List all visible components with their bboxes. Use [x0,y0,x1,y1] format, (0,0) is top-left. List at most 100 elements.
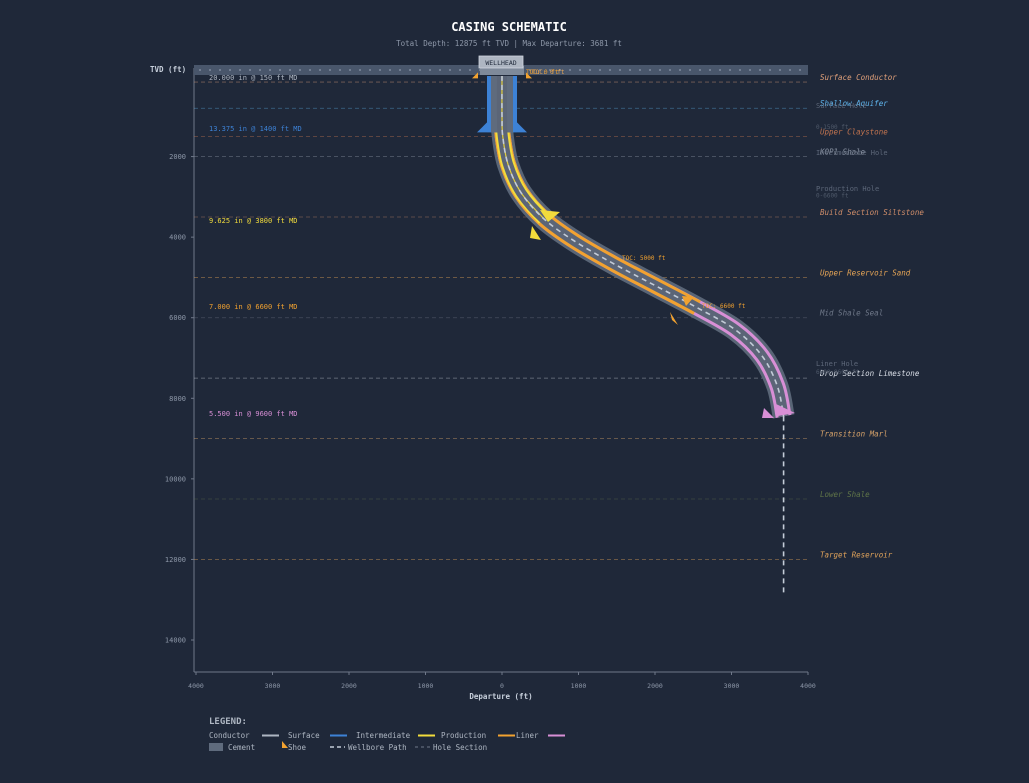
casing-shoe [526,72,532,79]
ground-dot [729,69,731,71]
ground-dot [749,69,751,71]
formation-label: Mid Shale Seal [819,309,883,318]
x-tick-label: 2000 [647,682,663,690]
x-tick-label: 1000 [418,682,434,690]
casing-depth-label: 5.500 in @ 9600 ft MD [209,410,298,418]
x-tick-label: 4000 [800,682,816,690]
toc-label: TOC: 0 ft [526,69,559,76]
ground-dot [269,69,271,71]
hole-section-range: 0-6600 ft [816,193,849,200]
ground-dot [439,69,441,71]
wellhead-label: WELLHEAD [485,59,516,67]
legend-swatch-shoe [282,741,288,748]
ground-dot [299,69,301,71]
ground-dot [669,69,671,71]
ground-dot [679,69,681,71]
ground-dot [229,69,231,71]
legend-item-label: Liner [516,731,539,740]
ground-dot [569,69,571,71]
ground-dot [259,69,261,71]
ground-dot [529,69,531,71]
ground-dot [769,69,771,71]
casing-depth-label: 9.625 in @ 3800 ft MD [209,217,298,225]
casing-shoe [472,72,478,79]
ground-dot [449,69,451,71]
ground-dot [659,69,661,71]
ground-dot [459,69,461,71]
ground-dot [709,69,711,71]
liner-casing [493,75,792,419]
ground-dot [309,69,311,71]
y-axis-label: TVD (ft) [150,65,186,74]
ground-dot [379,69,381,71]
casing-shoe [540,210,560,222]
casing-shoe [682,296,694,306]
formation-label: Surface Conductor [820,73,897,82]
x-tick-label: 0 [500,682,504,690]
x-tick-label: 2000 [341,682,357,690]
formation-label: Target Reservoir [820,550,893,559]
ground-dot [699,69,701,71]
y-tick-label: 2000 [169,153,186,161]
ground-dot [719,69,721,71]
ground-dot [799,69,801,71]
casing-depth-label: 20.000 in @ 150 ft MD [209,74,298,82]
ground-dot [429,69,431,71]
casing-shoe [530,226,541,240]
ground-dot [369,69,371,71]
ground-dot [399,69,401,71]
x-tick-label: 1000 [571,682,587,690]
ground-dot [239,69,241,71]
ground-dot [339,69,341,71]
casing-depth-label: 13.375 in @ 1400 ft MD [209,125,302,133]
ground-dot [619,69,621,71]
formation-label: Lower Shale [820,490,870,499]
legend-item-label: Shoe [288,743,307,752]
casing-shoe [670,312,678,325]
legend-item-label: Hole Section [433,743,487,752]
formation-label: Shallow Aquifer [820,99,888,108]
ground-dot [609,69,611,71]
wellhead-box [478,55,524,69]
formation-label: Upper Reservoir Sand [820,268,911,277]
casing-shoe [477,122,487,133]
ground-dot [589,69,591,71]
ground-dot [759,69,761,71]
ground-dot [409,69,411,71]
x-tick-label: 3000 [724,682,740,690]
ground-dot [629,69,631,71]
wellbore-inner [496,75,789,418]
ground-dot [319,69,321,71]
casing-shoe [776,404,795,416]
ground-dot [279,69,281,71]
formation-label: Upper Claystone [820,127,888,136]
y-tick-label: 12000 [165,556,186,564]
hole-section-label: Surface Hole [816,102,867,110]
conductor-casing [480,66,524,75]
ground-dot [419,69,421,71]
casing-shoe [762,408,774,418]
legend-title: LEGEND: [209,717,247,727]
ground-dot [249,69,251,71]
y-tick-label: 8000 [169,395,186,403]
ground-dot [599,69,601,71]
chart-subtitle: Total Depth: 12875 ft TVD | Max Departur… [396,39,622,48]
ground-dot [209,69,211,71]
y-tick-label: 6000 [169,314,186,322]
hole-section-label: Intermediate Hole [816,149,888,157]
ground-dot [689,69,691,71]
formation-label: Build Section Siltstone [820,208,924,217]
ground-dot [789,69,791,71]
ground-dot [549,69,551,71]
ground-dot [469,69,471,71]
ground-dot [779,69,781,71]
ground-dot [219,69,221,71]
hole-section-range: 6000-9600 ft [816,369,860,376]
ground-dot [359,69,361,71]
hole-section-label: Production Hole [816,185,879,193]
legend-item-label: Surface [288,731,320,740]
casing-shoe [517,122,527,133]
formation-label: Drop Section Limestone [819,369,920,378]
toc-label: TOC: 5000 ft [622,255,666,262]
ground-dot [649,69,651,71]
